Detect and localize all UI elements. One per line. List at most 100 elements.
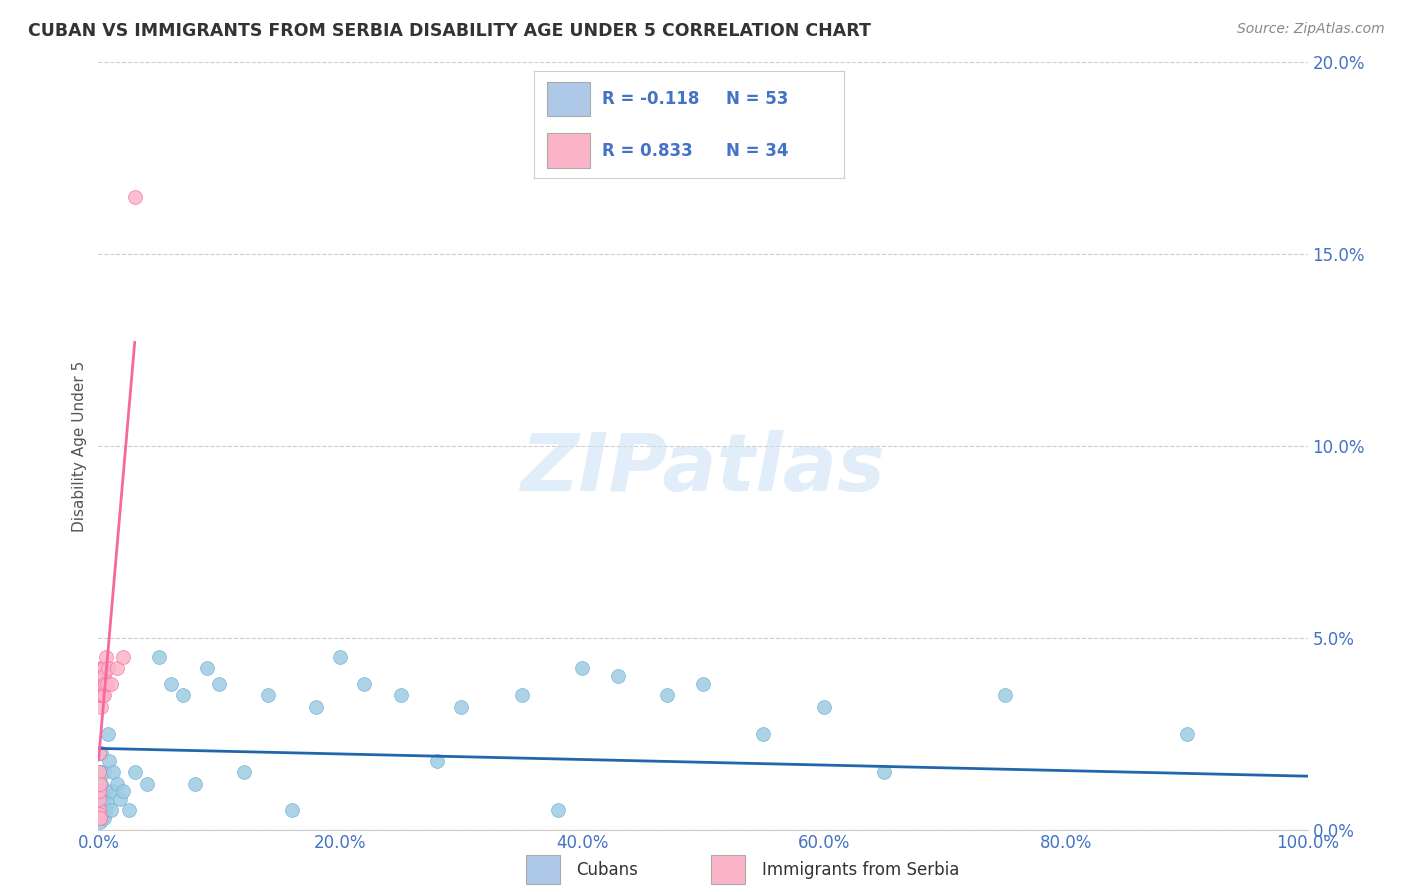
Point xyxy=(91,677,114,691)
Point xyxy=(91,792,114,806)
Point xyxy=(232,765,254,780)
Point xyxy=(91,661,114,675)
Point xyxy=(89,776,111,790)
Point xyxy=(101,765,124,780)
Point xyxy=(90,776,112,790)
Point xyxy=(281,804,304,818)
Point xyxy=(873,765,896,780)
Point xyxy=(89,765,111,780)
Point xyxy=(89,746,111,760)
Point xyxy=(752,726,775,740)
Point xyxy=(208,677,231,691)
Point xyxy=(108,792,131,806)
Point xyxy=(305,699,328,714)
Point xyxy=(89,807,111,822)
Point xyxy=(124,765,146,780)
Point xyxy=(510,689,533,703)
Point xyxy=(93,689,115,703)
Text: N = 34: N = 34 xyxy=(725,142,789,160)
Point xyxy=(89,765,111,780)
Point xyxy=(94,804,117,818)
Point xyxy=(93,669,115,683)
FancyBboxPatch shape xyxy=(526,855,560,884)
Point xyxy=(90,784,112,798)
Point xyxy=(426,754,449,768)
Point xyxy=(94,784,117,798)
Point xyxy=(184,776,207,790)
Text: R = -0.118: R = -0.118 xyxy=(602,90,700,108)
Point xyxy=(89,669,111,683)
Point xyxy=(813,699,835,714)
Point xyxy=(90,746,112,760)
Point xyxy=(329,649,352,664)
Point xyxy=(607,669,630,683)
Point xyxy=(93,661,115,675)
Point xyxy=(93,765,115,780)
Point xyxy=(195,661,218,675)
Point xyxy=(105,661,128,675)
Point xyxy=(94,649,117,664)
Point xyxy=(87,804,110,818)
Point xyxy=(97,661,120,675)
Point xyxy=(1175,726,1198,740)
Point xyxy=(89,677,111,691)
Point xyxy=(172,689,194,703)
Point xyxy=(96,796,118,810)
Point xyxy=(692,677,714,691)
Point xyxy=(94,677,117,691)
Point xyxy=(89,804,111,818)
Point xyxy=(994,689,1017,703)
Point xyxy=(89,811,111,825)
Text: N = 53: N = 53 xyxy=(725,90,789,108)
Point xyxy=(389,689,412,703)
Point xyxy=(87,784,110,798)
Point xyxy=(105,776,128,790)
Point xyxy=(655,689,678,703)
Y-axis label: Disability Age Under 5: Disability Age Under 5 xyxy=(72,360,87,532)
Point xyxy=(160,677,183,691)
Point xyxy=(90,699,112,714)
Point xyxy=(93,811,115,825)
Point xyxy=(100,804,122,818)
Point xyxy=(135,776,157,790)
Point xyxy=(256,689,278,703)
Text: Cubans: Cubans xyxy=(576,861,638,879)
Point xyxy=(91,807,114,822)
Text: ZIPatlas: ZIPatlas xyxy=(520,430,886,508)
Point xyxy=(90,689,112,703)
Point xyxy=(450,699,472,714)
Point xyxy=(90,792,112,806)
Point xyxy=(91,811,114,825)
Point xyxy=(90,677,112,691)
Point xyxy=(93,677,115,691)
Point xyxy=(97,726,120,740)
Point xyxy=(89,814,111,829)
Point xyxy=(98,754,121,768)
Point xyxy=(100,677,122,691)
Point xyxy=(124,189,146,203)
Text: R = 0.833: R = 0.833 xyxy=(602,142,693,160)
Point xyxy=(148,649,170,664)
Point xyxy=(547,804,569,818)
Point xyxy=(96,677,118,691)
Point xyxy=(87,792,110,806)
Text: CUBAN VS IMMIGRANTS FROM SERBIA DISABILITY AGE UNDER 5 CORRELATION CHART: CUBAN VS IMMIGRANTS FROM SERBIA DISABILI… xyxy=(28,22,870,40)
Point xyxy=(91,689,114,703)
FancyBboxPatch shape xyxy=(711,855,745,884)
Point xyxy=(91,689,114,703)
Point xyxy=(90,799,112,814)
Point xyxy=(90,661,112,675)
Point xyxy=(90,669,112,683)
Point xyxy=(91,669,114,683)
FancyBboxPatch shape xyxy=(547,82,591,116)
Point xyxy=(571,661,593,675)
Point xyxy=(87,811,110,825)
Text: Immigrants from Serbia: Immigrants from Serbia xyxy=(762,861,959,879)
Point xyxy=(118,804,141,818)
Point xyxy=(111,784,134,798)
Text: Source: ZipAtlas.com: Source: ZipAtlas.com xyxy=(1237,22,1385,37)
Point xyxy=(353,677,375,691)
Point xyxy=(100,784,122,798)
Point xyxy=(111,649,134,664)
Point xyxy=(89,689,111,703)
